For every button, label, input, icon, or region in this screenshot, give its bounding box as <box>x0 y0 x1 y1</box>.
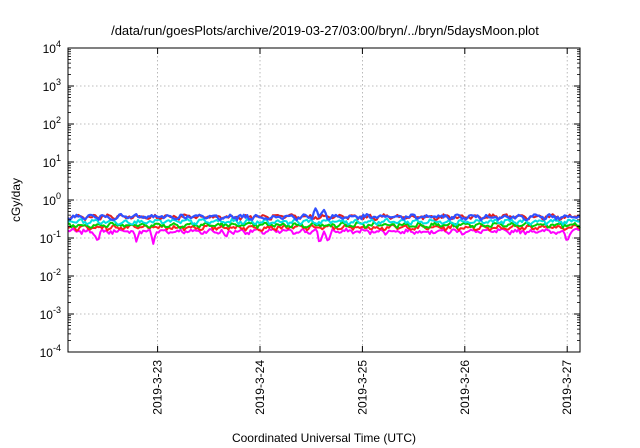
grid <box>68 48 580 352</box>
y-tick-label: 10-4 <box>40 343 61 360</box>
series-line <box>67 227 580 245</box>
y-tick-label: 10-2 <box>40 267 61 284</box>
x-tick-label: 2019-3-25 <box>355 360 369 415</box>
series-line <box>67 223 581 232</box>
y-tick-label: 101 <box>43 153 61 170</box>
y-tick-label: 104 <box>43 39 61 56</box>
series-line <box>67 207 581 222</box>
y-axis: 10-4 10-3 10-2 10-1 100 101 102 103 104 <box>40 39 580 360</box>
series-line <box>67 217 581 227</box>
y-tick-label: 100 <box>43 191 61 208</box>
x-tick-label: 2019-3-24 <box>253 360 267 415</box>
y-tick-label: 103 <box>43 77 61 94</box>
series-line <box>67 221 581 230</box>
x-tick-label: 2019-3-26 <box>458 360 472 415</box>
y-axis-label: cGy/day <box>9 178 23 222</box>
y-tick-label: 102 <box>43 115 61 132</box>
x-tick-label: 2019-3-27 <box>560 360 574 415</box>
x-tick-label: 2019-3-23 <box>151 360 165 415</box>
chart-title: /data/run/goesPlots/archive/2019-03-27/0… <box>111 23 539 38</box>
x-axis: 2019-3-23 2019-3-24 2019-3-25 2019-3-26 2019… <box>151 48 574 415</box>
y-tick-label: 10-3 <box>40 305 61 322</box>
x-axis-label: Coordinated Universal Time (UTC) <box>232 431 416 445</box>
y-tick-label: 10-1 <box>40 229 61 246</box>
series-group <box>67 207 581 245</box>
